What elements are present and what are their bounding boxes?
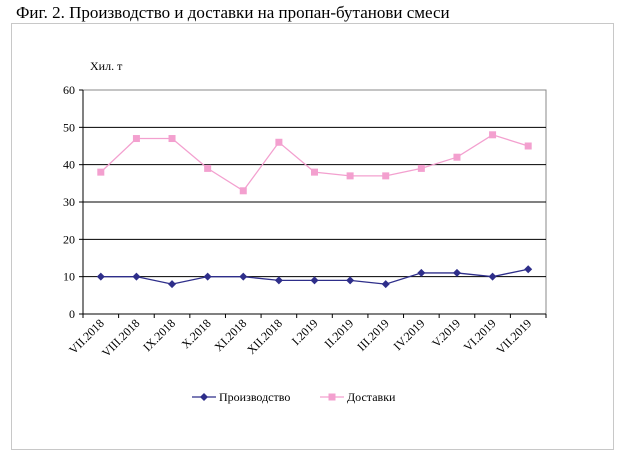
data-point [417,268,426,277]
data-point [274,276,283,285]
y-tick-label: 0 [69,307,75,321]
x-tick-label: V.2019 [429,316,463,350]
x-tick-label: III.2019 [354,316,391,353]
legend-marker [200,393,208,401]
y-tick-label: 10 [63,270,75,284]
y-axis-label: Хил. т [90,59,123,73]
x-tick-label: VII.2019 [494,316,535,357]
x-tick-label: VIII.2018 [99,316,143,360]
x-tick-label: I.2019 [289,316,321,348]
x-tick-label: VI.2019 [461,316,499,354]
y-tick-label: 50 [63,120,75,134]
data-point [132,135,140,143]
data-point [97,168,105,176]
x-tick-label: X.2018 [179,316,214,351]
legend-label: Доставки [347,390,396,404]
x-tick-label: XII.2018 [244,316,285,357]
data-point [524,265,533,274]
data-point [132,272,141,281]
y-tick-label: 20 [63,232,75,246]
data-point [204,164,212,172]
data-point [346,172,354,180]
y-tick-label: 60 [63,83,75,97]
data-point [311,168,318,176]
data-point [452,268,461,277]
data-point [524,142,532,150]
x-tick-label: IV.2019 [391,316,428,353]
data-point [489,131,497,139]
data-point [168,135,176,143]
y-tick-label: 40 [63,158,75,172]
data-point [275,138,283,146]
y-tick-label: 30 [63,195,75,209]
x-tick-label: XI.2018 [211,316,249,354]
legend-label: Производство [219,390,290,404]
chart-frame [11,23,614,450]
data-point [381,280,390,289]
data-point [239,272,248,281]
x-tick-label: IX.2018 [140,316,178,354]
figure-title: Фиг. 2. Производство и доставки на пропа… [16,3,450,22]
data-point [239,187,247,195]
x-tick-label: II.2019 [322,316,357,351]
data-point [346,276,355,285]
data-point [96,272,105,281]
data-point [382,172,390,180]
data-point [310,276,319,285]
legend-marker [328,393,336,401]
data-point [488,272,497,281]
data-point [453,153,461,161]
data-point [203,272,212,281]
data-point [417,164,425,172]
data-point [168,280,177,289]
